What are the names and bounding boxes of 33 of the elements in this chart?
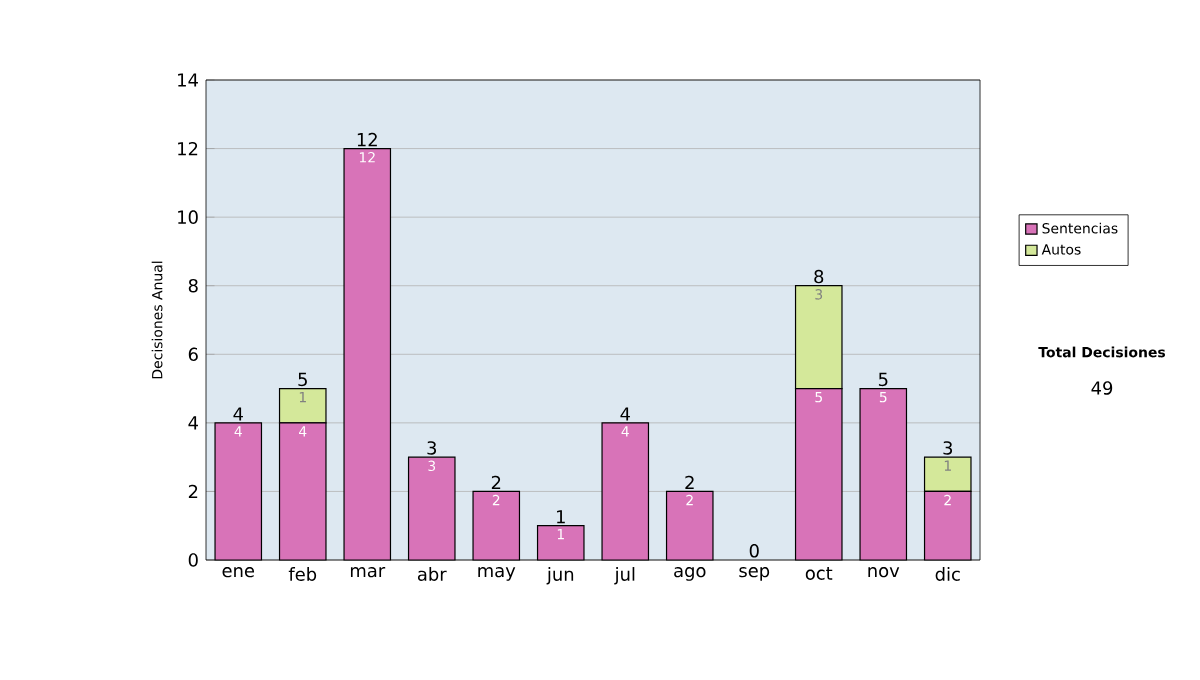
- y-tick-label: 14: [178, 73, 198, 87]
- x-tick-label: feb: [288, 567, 317, 581]
- y-tick-label: 12: [178, 141, 198, 156]
- x-tick-label: dic: [935, 567, 960, 581]
- total-label: 1: [557, 510, 565, 524]
- total-label: 0: [749, 544, 759, 558]
- total-label: 3: [427, 441, 437, 455]
- y-tick-label: 6: [188, 347, 198, 362]
- total-label: 2: [685, 475, 694, 490]
- x-tick-label: nov: [868, 567, 900, 578]
- x-tick-label: abr: [417, 567, 447, 581]
- x-tick-label: oct: [805, 567, 833, 580]
- x-tick-label: ene: [222, 567, 255, 578]
- total-label: 4: [233, 407, 243, 421]
- y-tick-label: 8: [188, 278, 198, 293]
- y-tick-label: 4: [188, 416, 198, 430]
- y-tick-label: 0: [188, 553, 198, 567]
- y-tick-label: 2: [188, 484, 198, 499]
- total-label: 4: [620, 407, 630, 421]
- x-tick-label: ago: [674, 567, 706, 581]
- total-label: 12: [357, 132, 377, 147]
- total-label: 8: [814, 269, 824, 284]
- total-label: 5: [298, 372, 307, 387]
- total-label: 2: [491, 475, 501, 490]
- x-tick-label: may: [478, 567, 516, 581]
- total-label: 5: [878, 372, 888, 387]
- total-label: 3: [943, 441, 953, 455]
- x-tick-label: jun: [546, 567, 574, 585]
- x-tick-label: mar: [350, 567, 386, 578]
- y-tick-label: 10: [178, 210, 198, 224]
- x-tick-label: sep: [739, 567, 770, 581]
- text: 49: [1091, 381, 1113, 395]
- x-tick-label: jul: [614, 567, 635, 585]
